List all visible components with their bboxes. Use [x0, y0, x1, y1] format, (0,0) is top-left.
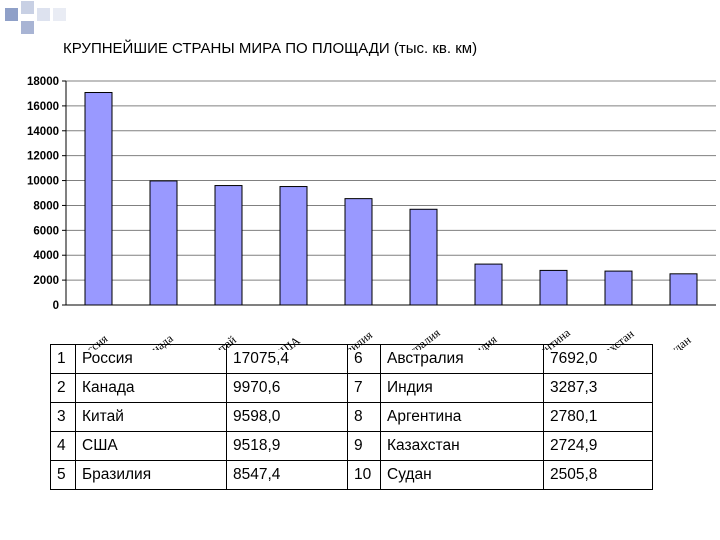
- area-cell: 2724,9: [543, 431, 653, 461]
- table-row: 5 Бразилия 8547,4 10 Судан 2505,8: [50, 460, 653, 490]
- y-tick-label: 16000: [27, 101, 59, 113]
- rank-cell: 6: [347, 344, 381, 374]
- y-tick-label: 8000: [33, 200, 59, 212]
- rank-cell: 8: [347, 402, 381, 432]
- country-cell: Казахстан: [380, 431, 544, 461]
- country-cell: Россия: [75, 344, 227, 374]
- area-cell: 3287,3: [543, 373, 653, 403]
- y-tick-label: 0: [53, 300, 59, 312]
- bar: [409, 208, 438, 306]
- chart-title: КРУПНЕЙШИЕ СТРАНЫ МИРА ПО ПЛОЩАДИ (тыс. …: [63, 40, 478, 57]
- bar: [474, 263, 503, 306]
- rank-cell: 7: [347, 373, 381, 403]
- area-cell: 2780,1: [543, 402, 653, 432]
- country-cell: Канада: [75, 373, 227, 403]
- bar: [279, 186, 308, 306]
- bar: [214, 185, 243, 306]
- rank-cell: 9: [347, 431, 381, 461]
- y-tick-label: 12000: [27, 151, 59, 163]
- y-tick-label: 14000: [27, 126, 59, 138]
- area-cell: 9518,9: [226, 431, 348, 461]
- area-cell: 17075,4: [226, 344, 348, 374]
- bar: [604, 270, 633, 306]
- country-cell: Австралия: [380, 344, 544, 374]
- y-tick-label: 6000: [33, 225, 59, 237]
- table-row: 1 Россия 17075,4 6 Австралия 7692,0: [50, 344, 653, 374]
- bar: [84, 92, 113, 306]
- table-row: 2 Канада 9970,6 7 Индия 3287,3: [50, 373, 653, 403]
- area-cell: 7692,0: [543, 344, 653, 374]
- rank-cell: 2: [50, 373, 76, 403]
- y-tick-label: 10000: [27, 176, 59, 188]
- rank-cell: 5: [50, 460, 76, 490]
- bar: [344, 198, 373, 306]
- country-cell: США: [75, 431, 227, 461]
- y-tick-label: 18000: [27, 76, 59, 88]
- bar: [669, 273, 698, 306]
- bar: [149, 180, 178, 306]
- country-cell: Индия: [380, 373, 544, 403]
- area-cell: 2505,8: [543, 460, 653, 490]
- x-tick-label: Судан: [661, 332, 694, 350]
- country-cell: Китай: [75, 402, 227, 432]
- country-cell: Бразилия: [75, 460, 227, 490]
- area-cell: 9970,6: [226, 373, 348, 403]
- table-row: 3 Китай 9598,0 8 Аргентина 2780,1: [50, 402, 653, 432]
- y-tick-label: 2000: [33, 275, 59, 287]
- y-tick-label: 4000: [33, 250, 59, 262]
- area-cell: 9598,0: [226, 402, 348, 432]
- rank-cell: 4: [50, 431, 76, 461]
- rank-cell: 1: [50, 344, 76, 374]
- bar: [539, 269, 568, 306]
- country-cell: Судан: [380, 460, 544, 490]
- decorative-squares: [5, 1, 66, 34]
- area-table: 1 Россия 17075,4 6 Австралия 7692,0 2 Ка…: [50, 344, 653, 490]
- table-row: 4 США 9518,9 9 Казахстан 2724,9: [50, 431, 653, 461]
- area-cell: 8547,4: [226, 460, 348, 490]
- country-cell: Аргентина: [380, 402, 544, 432]
- rank-cell: 3: [50, 402, 76, 432]
- rank-cell: 10: [347, 460, 381, 490]
- bar-chart: 0 2000 4000 6000 8000 10000 12000 14000 16000 180…: [27, 76, 716, 350]
